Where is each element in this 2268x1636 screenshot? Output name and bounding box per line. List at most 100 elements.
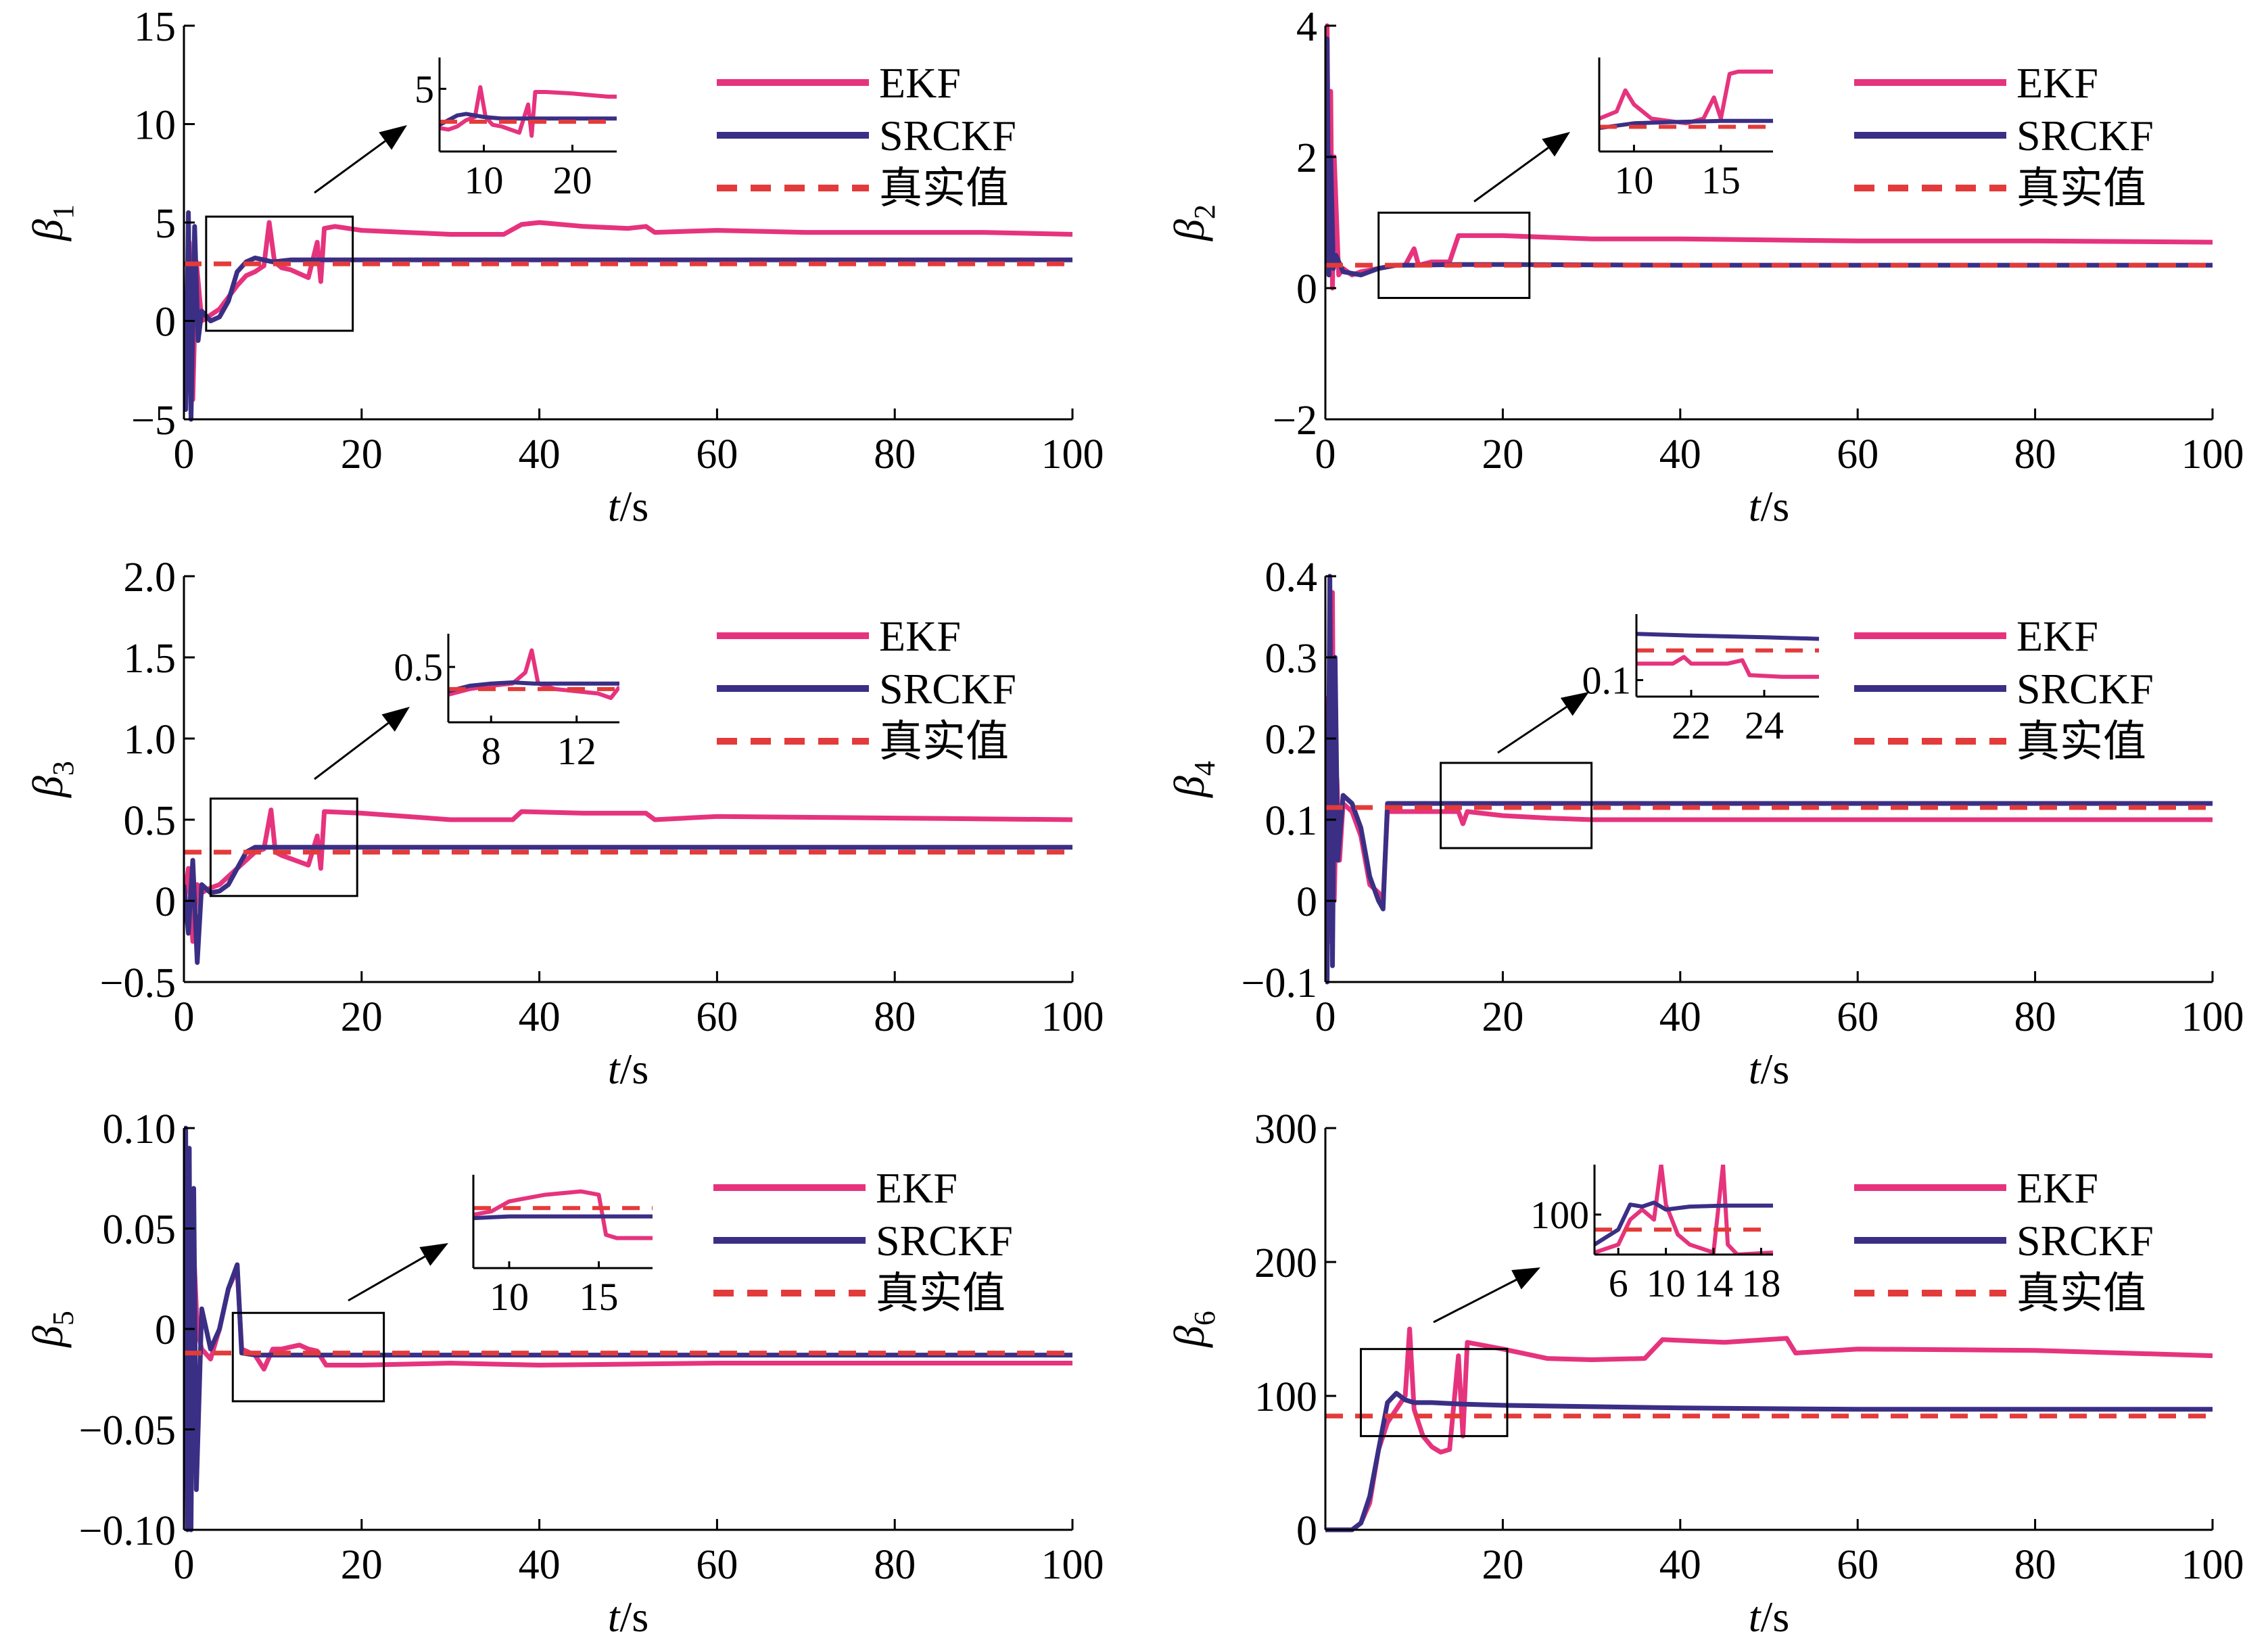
x-tick-label: 80: [874, 994, 916, 1040]
x-tick-label: 20: [341, 994, 383, 1040]
inset-series-srckf: [1594, 1200, 1773, 1246]
inset-series-ekf: [440, 85, 617, 138]
subplot-beta3: 0 20 40 60 80 100−0.500.51.01.52.0t/sβ3 8 120.5…: [24, 555, 1104, 1093]
x-axis-label: t/s: [1749, 482, 1789, 530]
legend-label-ekf: EKF: [879, 612, 961, 660]
y-axis-label: β2: [1165, 204, 1221, 242]
legend-label-true: 真实值: [2016, 718, 2146, 766]
legend-label-srckf: SRCKF: [2016, 112, 2154, 160]
inset-background: [1636, 614, 1819, 697]
inset-x-tick-label: 24: [1745, 703, 1784, 747]
x-tick-label: 60: [1837, 1542, 1879, 1588]
y-tick-label: 0.1: [1265, 798, 1318, 844]
x-tick-label: 40: [1659, 431, 1701, 477]
y-tick-label: 0: [1296, 1508, 1317, 1554]
y-tick-label: 0.5: [124, 798, 176, 844]
main-series-srckf: [184, 1125, 1072, 1533]
x-tick-label: 80: [874, 431, 916, 477]
x-tick-label: 40: [519, 1542, 561, 1588]
inset-series-srckf: [473, 1214, 653, 1221]
y-tick-label: 10: [134, 103, 176, 149]
inset-beta3: 8 12 0.5: [394, 634, 619, 773]
zoom-arrow-head: [1511, 1267, 1540, 1290]
inset-x-tick-label: 18: [1741, 1261, 1780, 1305]
inset-y-tick-label: 100: [1530, 1193, 1589, 1237]
inset-beta5: 10 15: [472, 1175, 653, 1319]
legend-label-true: 真实值: [2016, 164, 2146, 212]
zoom-box: [205, 215, 354, 332]
zoom-arrow: [314, 722, 389, 780]
zoom-box: [209, 797, 358, 897]
zoom-arrow: [1497, 705, 1567, 754]
subplot-beta5: 0 20 40 60 80 100 −0.10 −0.05 0 0.05 0.10 t/s β5 10 15…: [24, 1106, 1104, 1636]
main-series-srckf: [184, 845, 1072, 965]
inset-beta1: 10 20 5: [415, 57, 617, 202]
inset-x-tick-label: 6: [1609, 1261, 1628, 1305]
y-tick-label: 0: [1296, 879, 1317, 925]
zoom-arrow: [348, 1255, 426, 1302]
y-tick-label: 0: [155, 300, 176, 346]
y-tick-label: 300: [1254, 1106, 1317, 1152]
legend-label-true: 真实值: [2016, 1269, 2146, 1317]
zoom-box: [1377, 211, 1531, 300]
zoom-arrow: [1433, 1278, 1517, 1324]
x-tick-label: 100: [2181, 994, 2244, 1040]
zoom-arrow: [1473, 147, 1549, 203]
legend-label-srckf: SRCKF: [2016, 1217, 2154, 1265]
y-tick-label: 0: [155, 1307, 176, 1353]
inset-series-srckf: [1636, 632, 1819, 641]
inset-series-ekf: [448, 648, 619, 700]
y-axis-label: β6: [1165, 1311, 1221, 1349]
x-axis-label: t/s: [1749, 1593, 1789, 1636]
x-tick-label: 80: [2014, 1542, 2056, 1588]
x-tick-label: 100: [2181, 431, 2244, 477]
inset-beta6: 6 10 14 18 100: [1530, 1165, 1780, 1305]
x-tick-label: 100: [1041, 994, 1104, 1040]
x-tick-label: 20: [341, 431, 383, 477]
legend-label-true: 真实值: [879, 718, 1009, 766]
legend: EKF SRCKF 真实值: [1854, 612, 2154, 766]
y-axis-label: β4: [1165, 761, 1221, 799]
main-series-srckf: [1325, 574, 2213, 985]
y-tick-label: 1.0: [124, 717, 176, 763]
zoom-arrow-head: [419, 1243, 448, 1266]
y-tick-label: 2: [1296, 135, 1317, 181]
main-series-srckf: [184, 210, 1072, 422]
inset-background: [448, 634, 619, 722]
x-tick-label: 0: [1315, 994, 1336, 1040]
inset-x-tick-label: 15: [1701, 158, 1741, 202]
y-tick-label: 0.4: [1265, 555, 1318, 601]
inset-y-tick-label: 0.5: [394, 645, 444, 689]
inset-x-tick-label: 10: [1614, 158, 1653, 202]
subplot-beta6: 20 40 60 80 100 0 100 200 300 t/s β6 6 10 14 18 100 EKF S…: [1165, 1106, 2244, 1636]
x-axis-label: t/s: [608, 482, 648, 530]
inset-x-tick-label: 14: [1694, 1261, 1733, 1305]
x-tick-label: 80: [874, 1542, 916, 1588]
x-tick-label: 60: [696, 431, 738, 477]
main-series-ekf: [184, 1206, 1072, 1512]
inset-series-ekf: [473, 1189, 653, 1240]
inset-series-srckf: [440, 112, 617, 127]
x-tick-label: 0: [174, 994, 195, 1040]
main-series-srckf: [1325, 1390, 2213, 1533]
inset-x-tick-label: 12: [557, 729, 596, 773]
y-tick-label: −5: [131, 398, 176, 444]
zoom-arrow-head: [379, 125, 407, 150]
y-tick-label: 5: [155, 201, 176, 247]
x-tick-label: 0: [174, 1542, 195, 1588]
x-tick-label: 40: [1659, 994, 1701, 1040]
inset-beta4: 22 24 0.1: [1582, 614, 1819, 747]
x-tick-label: 20: [1482, 431, 1523, 477]
inset-x-tick-label: 10: [490, 1275, 529, 1319]
inset-y-tick-label: 0.1: [1582, 659, 1632, 703]
inset-x-tick-label: 15: [580, 1275, 619, 1319]
inset-beta2: 10 15: [1598, 57, 1773, 202]
x-tick-label: 80: [2014, 431, 2056, 477]
y-axis-label: β5: [24, 1311, 80, 1349]
inset-x-tick-label: 10: [1647, 1261, 1686, 1305]
x-tick-label: 20: [1482, 1542, 1523, 1588]
inset-x-tick-label: 10: [465, 158, 504, 202]
y-tick-label: 0.05: [103, 1207, 176, 1253]
zoom-arrow-head: [1542, 132, 1570, 157]
